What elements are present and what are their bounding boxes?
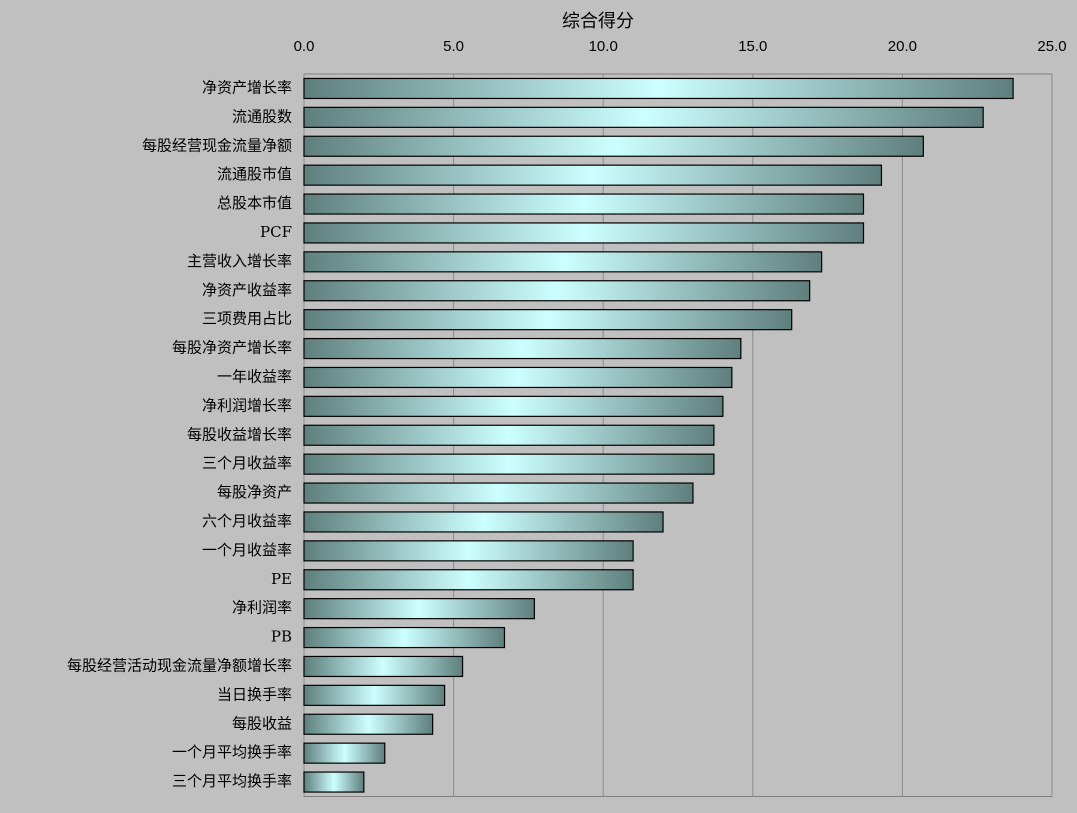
bar (303, 309, 793, 331)
bar (303, 540, 634, 562)
x-tick-label: 25.0 (1037, 38, 1066, 55)
y-tick-label: 三个月收益率 (202, 454, 292, 472)
y-tick-label: 三项费用占比 (202, 310, 292, 328)
y-tick-label: 净资产收益率 (202, 281, 292, 299)
y-tick-label: 每股净资产增长率 (172, 339, 292, 357)
bar (303, 626, 506, 649)
bar (303, 222, 865, 244)
x-tick-label: 15.0 (738, 38, 767, 55)
y-tick-label: 流通股数 (232, 107, 292, 125)
y-tick-label: 每股经营活动现金流量净额增长率 (67, 656, 292, 674)
bar (303, 135, 924, 157)
y-tick-label: 一个月收益率 (202, 541, 292, 559)
bar (303, 193, 865, 215)
bar (303, 106, 984, 128)
bar (303, 598, 535, 620)
bar (303, 655, 464, 678)
y-tick-label: 流通股市值 (217, 165, 292, 183)
bar (303, 482, 694, 504)
y-tick-label: 净资产增长率 (202, 78, 292, 96)
y-tick-label: 一个月平均换手率 (172, 743, 292, 761)
y-tick-label: 总股本市值 (217, 194, 292, 212)
y-tick-label: 六个月收益率 (202, 512, 292, 530)
x-tick-label: 10.0 (589, 38, 618, 55)
bar (303, 453, 715, 475)
bar (303, 395, 724, 417)
chart-title: 综合得分 (562, 11, 634, 32)
bar (303, 511, 664, 533)
y-tick-label: PE (271, 570, 292, 588)
bar (303, 251, 823, 273)
bar (303, 742, 386, 764)
y-tick-label: 当日换手率 (217, 685, 292, 703)
y-tick-label: 净利润率 (232, 599, 292, 617)
bar (303, 164, 883, 186)
y-tick-label: PB (271, 628, 292, 646)
x-tick-label: 5.0 (443, 38, 464, 55)
y-tick-label: 每股经营现金流量净额 (142, 136, 292, 154)
x-tick-label: 20.0 (888, 38, 917, 55)
bar (303, 684, 446, 706)
y-tick-label: 一年收益率 (217, 367, 292, 385)
y-tick-label: 每股收益增长率 (187, 425, 292, 443)
y-tick-label: 主营收入增长率 (187, 252, 292, 270)
bar (303, 713, 434, 735)
x-tick-label: 0.0 (294, 38, 315, 55)
bar (303, 280, 811, 302)
bar (303, 366, 733, 389)
y-tick-label: 每股收益 (232, 714, 292, 732)
bar (303, 337, 742, 360)
y-tick-label: PCF (260, 223, 292, 241)
bar (303, 424, 715, 446)
y-tick-label: 每股净资产 (217, 483, 292, 501)
bar (303, 77, 1014, 100)
y-tick-label: 三个月平均换手率 (172, 772, 292, 790)
y-tick-label: 净利润增长率 (202, 396, 292, 414)
bar (303, 771, 365, 793)
bar (303, 569, 634, 591)
